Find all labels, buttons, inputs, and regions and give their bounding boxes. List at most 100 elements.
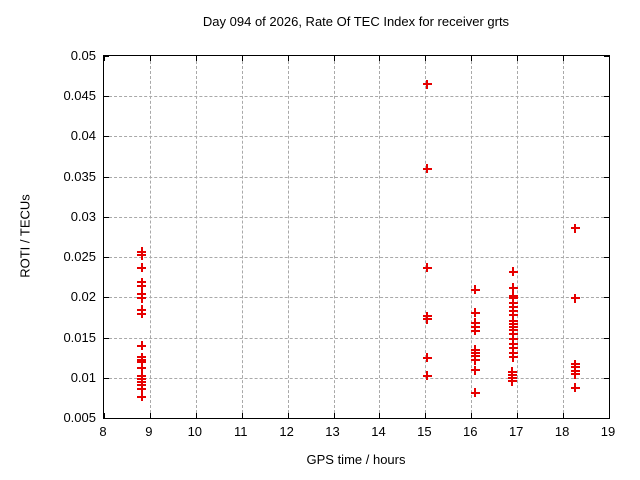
tick-mark [104,413,105,418]
tick-mark [604,257,609,259]
plus-mark-vbar [426,314,429,324]
plus-mark-vbar [574,369,577,379]
data-point [422,79,432,89]
gridline [104,297,609,299]
gridline [104,377,609,379]
plot-area [103,55,610,419]
plus-mark-vbar [474,285,477,295]
data-point [422,371,432,381]
plus-mark-vbar [140,250,143,260]
gridline [104,337,609,339]
tick-mark [604,56,609,57]
tick-mark [604,337,609,339]
chart-title: Day 094 of 2026, Rate Of TEC Index for r… [202,14,510,29]
data-point [570,223,580,233]
y-tick-label: 0.05 [70,48,96,63]
data-point [137,384,147,394]
x-tick-label: 9 [145,424,153,439]
tick-mark [104,297,109,299]
tick-mark [241,56,243,61]
tick-mark [379,56,381,61]
y-tick-label: 0.035 [63,168,96,184]
data-point [508,352,518,362]
tick-mark [563,56,565,61]
tick-mark [104,136,109,138]
y-tick-label: 0.04 [70,128,96,144]
data-point [507,376,517,386]
x-tick-label: 8 [99,424,107,439]
data-point [137,263,147,273]
tick-mark [149,56,151,61]
data-point [470,388,480,398]
gridline [379,56,381,418]
plus-mark-vbar [140,281,143,291]
tick-mark [104,56,105,61]
data-point [137,357,147,367]
tick-mark [471,56,473,61]
tick-mark [104,216,109,218]
tick-mark [517,413,519,418]
data-point [508,343,518,353]
tick-mark [149,413,151,418]
tick-mark [333,413,335,418]
plus-mark-vbar [140,357,143,367]
gridline [563,56,565,418]
tick-mark [604,377,609,379]
x-tick-label: 14 [371,424,386,439]
tick-mark [604,418,609,419]
tick-mark [241,413,243,418]
y-tick-label: 0.03 [70,208,96,224]
x-axis-label: GPS time / hours [306,452,406,467]
gridline [104,216,609,218]
tick-mark [104,56,109,57]
y-tick-label: 0.015 [63,329,96,345]
x-tick-label: 10 [187,424,203,439]
data-point [422,353,432,363]
data-point [508,283,518,293]
tick-mark [604,216,609,218]
plus-mark-vbar [140,392,143,402]
data-point [570,383,580,393]
x-tick-label: 19 [600,424,616,439]
gridline [149,56,151,418]
tick-mark [425,56,427,61]
tick-mark [609,413,610,418]
plus-mark-vbar [474,365,477,375]
gridline [425,56,427,418]
data-point [470,308,480,318]
gridline [104,136,609,138]
plus-mark-vbar [426,353,429,363]
plus-mark-vbar [426,263,429,273]
tick-mark [104,337,109,339]
data-point [137,363,147,373]
y-axis-label: ROTI / TECUs [17,194,33,278]
y-tick-label: 0.01 [70,369,96,385]
plus-mark-vbar [512,293,514,303]
data-point [137,250,147,260]
x-tick-label: 17 [508,424,524,439]
y-tick-label: 0.005 [63,410,96,425]
tick-mark [471,413,473,418]
plus-mark-vbar [574,223,577,233]
data-point [470,285,480,295]
data-point [570,369,580,379]
tick-mark [195,413,197,418]
data-point [137,281,147,291]
plus-mark-vbar [512,283,514,293]
plus-mark-vbar [140,293,143,303]
plus-mark-vbar [512,329,514,339]
data-point [137,309,147,319]
data-point [422,263,432,273]
y-tick-label: 0.045 [63,88,96,104]
gridline [104,96,609,98]
gridline [195,56,197,418]
tick-mark [104,418,109,419]
tick-mark [425,413,427,418]
plus-mark-vbar [426,371,429,381]
plus-mark-vbar [140,309,143,319]
plus-mark-vbar [574,383,577,393]
gridline [104,257,609,259]
x-tick-label: 12 [279,424,294,439]
gridline [241,56,243,418]
data-point [422,164,432,174]
